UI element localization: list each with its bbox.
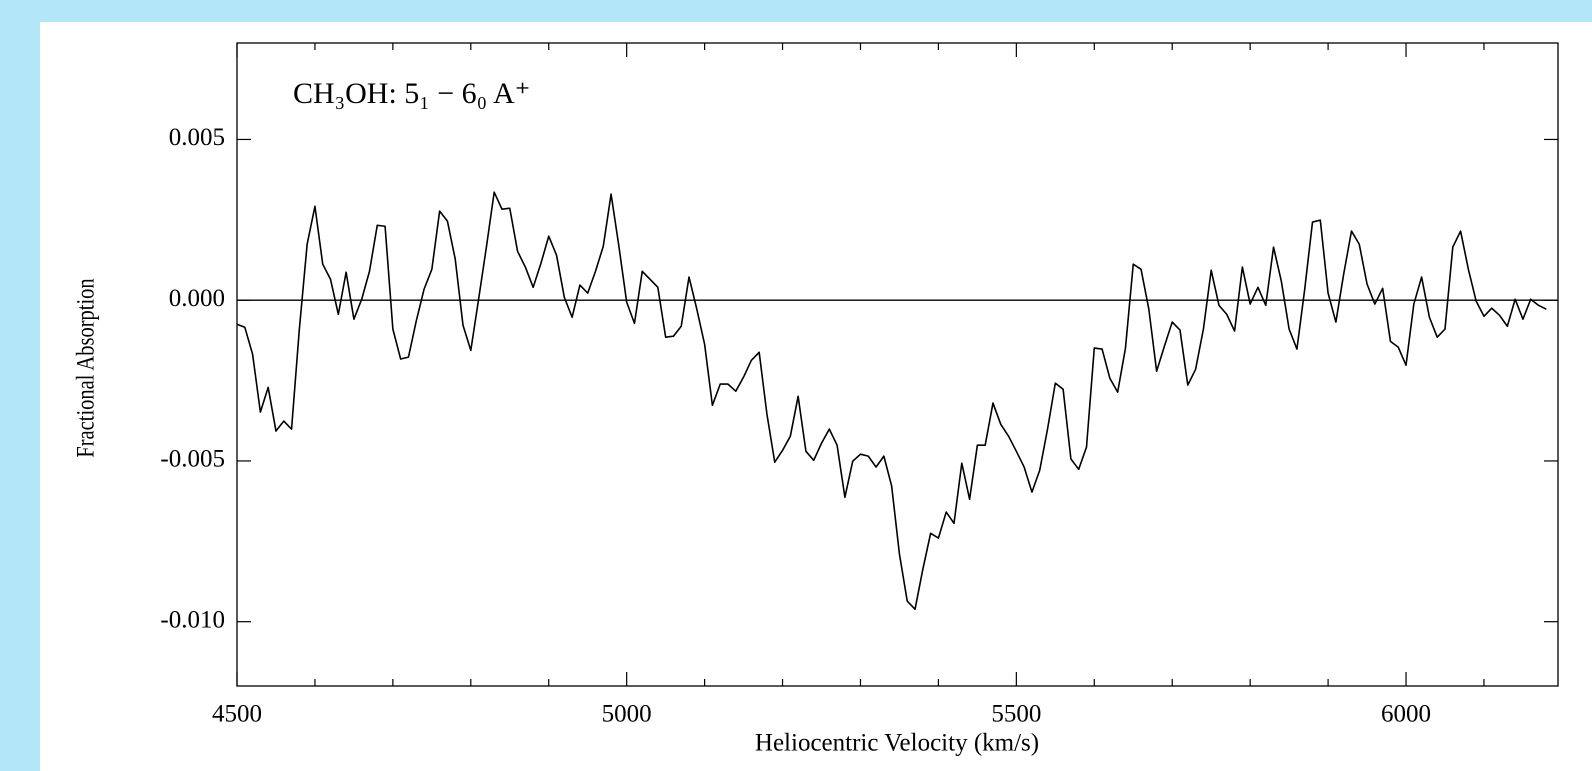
x-tick-label: 5500 — [991, 701, 1041, 728]
y-tick-label: 0.000 — [169, 285, 225, 312]
y-tick-label: -0.005 — [160, 446, 225, 473]
plot-background — [40, 22, 1592, 771]
x-tick-label: 5000 — [602, 701, 652, 728]
data-line — [236, 191, 1547, 610]
x-tick-label: 4500 — [212, 701, 262, 728]
y-tick-label: -0.010 — [160, 606, 225, 633]
x-tick-label: 6000 — [1381, 701, 1431, 728]
plot-frame — [236, 42, 1559, 687]
y-axis-label: Fractional Absorption — [72, 278, 99, 458]
annotation: CH₃OH: 5₁ − 6₀ A⁺ — [293, 77, 530, 110]
y-tick-label: 0.005 — [169, 124, 225, 151]
x-axis-label: Heliocentric Velocity (km/s) — [755, 730, 1039, 757]
